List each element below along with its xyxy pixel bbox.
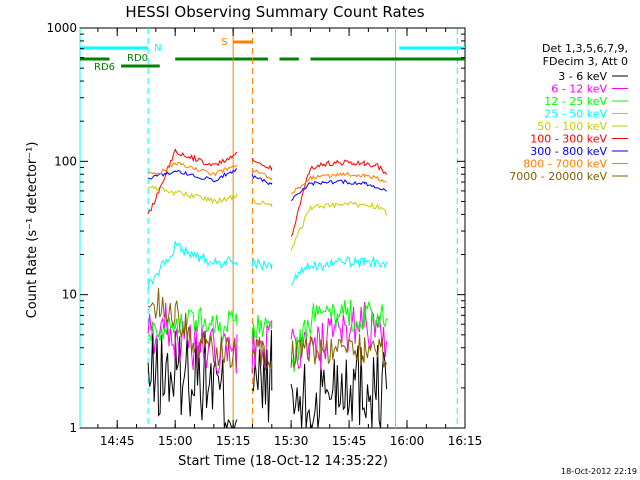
x-tick-label-3: 15:30 — [274, 434, 309, 448]
x-axis-label: Start Time (18-Oct-12 14:35:22) — [178, 454, 388, 469]
plot-area — [79, 27, 466, 429]
legend-label-1: 3 - 6 keV — [558, 70, 607, 83]
legend-label-5: 50 - 100 keV — [537, 120, 607, 133]
chart-title: HESSI Observing Summary Count Rates — [125, 3, 424, 21]
series-line-3 — [147, 299, 388, 372]
x-tick-label-5: 16:00 — [390, 434, 425, 448]
legend-header-0: Det 1,3,5,6,7,9, — [542, 42, 628, 55]
night-label: N — [154, 43, 161, 54]
x-tick-label-1: 15:00 — [158, 434, 193, 448]
timestamp: 18-Oct-2012 22:19 — [561, 467, 637, 476]
axes: 1 10 100 1000 14:45 15:00 15:15 15:30 15:45 16:00… — [46, 21, 482, 448]
series-lines — [147, 148, 388, 429]
saa-label: S — [221, 37, 227, 48]
series-line-9 — [147, 288, 388, 371]
y-tick-label-2: 100 — [54, 154, 77, 168]
x-tick-label-6: 16:15 — [448, 434, 483, 448]
y-tick-label-3: 1000 — [46, 21, 77, 35]
x-tick-label-2: 15:15 — [216, 434, 251, 448]
legend-header-1: FDecim 3, Att 0 — [543, 55, 628, 68]
legend-label-9: 7000 - 20000 keV — [509, 170, 607, 183]
legend-label-2: 6 - 12 keV — [551, 83, 607, 96]
legend-label-3: 12 - 25 keV — [544, 95, 607, 108]
series-line-7 — [147, 168, 387, 202]
legend-label-7: 300 - 800 keV — [530, 145, 607, 158]
plot-frame — [79, 27, 466, 429]
rd0-label: RD0 — [127, 53, 148, 64]
series-line-8 — [147, 161, 387, 195]
series-line-4 — [147, 241, 388, 290]
series-line-1 — [147, 330, 388, 429]
legend-label-4: 25 - 50 keV — [544, 108, 607, 121]
observing-flags: N RD0 RD6 S — [79, 28, 465, 428]
series-line-5 — [147, 185, 388, 251]
y-axis-label: Count Rate (s⁻¹ detector⁻¹) — [25, 142, 40, 319]
legend-label-6: 100 - 300 keV — [530, 133, 607, 146]
legend: Det 1,3,5,6,7,9,FDecim 3, Att 0 3 - 6 keV… — [509, 42, 628, 183]
x-tick-label-4: 15:45 — [332, 434, 367, 448]
legend-label-8: 800 - 7000 keV — [523, 158, 607, 171]
y-tick-label-1: 10 — [62, 288, 77, 302]
rd6-label: RD6 — [94, 62, 115, 73]
y-tick-label-0: 1 — [69, 421, 77, 435]
series-line-6 — [147, 148, 388, 237]
x-tick-label-0: 14:45 — [100, 434, 135, 448]
